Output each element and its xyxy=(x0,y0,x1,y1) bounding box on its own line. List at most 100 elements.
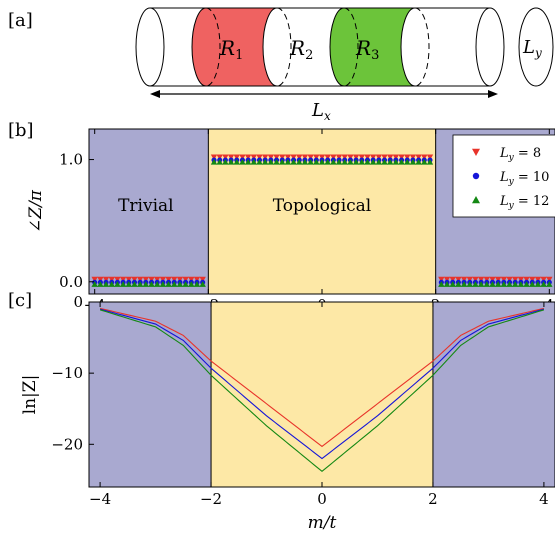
marker-ly8-69 xyxy=(483,276,491,283)
marker-ly12-6 xyxy=(125,281,132,287)
marker-ly12-32 xyxy=(273,158,280,165)
marker-ly8-8 xyxy=(136,276,144,283)
x-tick-label-c-1: −2 xyxy=(200,490,222,508)
marker-ly12-34 xyxy=(284,158,292,165)
marker-ly12-57 xyxy=(415,158,422,165)
marker-ly12-29 xyxy=(256,158,263,165)
region-r1-fill xyxy=(192,8,277,86)
marker-ly12-19 xyxy=(199,281,206,287)
marker-ly12-31 xyxy=(267,158,275,165)
marker-ly12-63 xyxy=(449,281,456,287)
marker-ly8-43 xyxy=(335,154,343,161)
marker-ly8-29 xyxy=(256,154,263,161)
marker-ly12-16 xyxy=(182,281,189,287)
marker-ly8-66 xyxy=(466,276,473,283)
marker-ly12-69 xyxy=(483,281,491,287)
cylinder-left-cap xyxy=(135,7,151,87)
marker-ly8-62 xyxy=(443,276,451,283)
marker-ly8-56 xyxy=(409,154,417,161)
marker-ly8-68 xyxy=(477,276,485,283)
marker-ly8-4 xyxy=(114,276,121,283)
marker-ly12-68 xyxy=(477,281,485,287)
marker-ly12-80 xyxy=(546,281,553,287)
marker-ly12-12 xyxy=(159,281,167,287)
x-tick-label-c-3: 2 xyxy=(428,490,438,508)
region-label-1: Topological xyxy=(273,196,371,216)
legend-label-ly8: Ly = 8 xyxy=(499,146,541,163)
marker-ly8-54 xyxy=(398,154,405,161)
panel-label-c: [c] xyxy=(8,290,32,311)
y-axis-label-b: ∠Z/π xyxy=(26,189,46,233)
region-c-right xyxy=(432,302,555,487)
marker-ly12-58 xyxy=(421,158,428,165)
marker-ly12-25 xyxy=(233,158,240,165)
marker-ly8-24 xyxy=(227,154,235,161)
marker-ly12-0 xyxy=(91,281,98,287)
marker-ly8-77 xyxy=(529,276,536,283)
marker-ly8-1 xyxy=(97,276,104,283)
marker-ly12-4 xyxy=(114,281,121,287)
marker-ly8-17 xyxy=(188,276,195,283)
panel-label-b: [b] xyxy=(8,120,34,141)
marker-ly8-41 xyxy=(324,154,331,161)
marker-ly12-52 xyxy=(386,158,394,165)
y-tick-label-b-1: 1.0 xyxy=(59,151,83,169)
marker-ly12-56 xyxy=(409,158,417,165)
marker-ly8-42 xyxy=(330,154,337,161)
marker-ly12-3 xyxy=(108,281,115,287)
region-label-0: Trivial xyxy=(118,196,174,216)
marker-ly8-2 xyxy=(102,276,110,283)
legend-marker-ly10 xyxy=(472,172,480,180)
marker-ly12-27 xyxy=(244,158,252,165)
marker-ly12-79 xyxy=(540,281,547,287)
marker-ly12-13 xyxy=(165,281,172,287)
region-r3-fill xyxy=(330,8,415,86)
marker-ly8-47 xyxy=(358,154,365,161)
marker-ly8-26 xyxy=(239,154,246,161)
marker-ly8-39 xyxy=(313,154,320,161)
series-ly12-markers xyxy=(91,158,553,287)
marker-ly8-48 xyxy=(364,154,371,161)
marker-ly8-34 xyxy=(284,154,292,161)
marker-ly8-37 xyxy=(301,154,309,161)
marker-ly8-27 xyxy=(244,154,252,161)
ly-cross-section xyxy=(518,7,554,87)
marker-ly12-38 xyxy=(307,158,314,165)
marker-ly8-79 xyxy=(540,276,547,283)
marker-ly8-57 xyxy=(415,154,422,161)
legend-marker-ly12 xyxy=(472,196,480,204)
marker-ly12-8 xyxy=(136,281,144,287)
marker-ly12-66 xyxy=(466,281,473,287)
marker-ly8-51 xyxy=(381,154,388,161)
y-tick-label-c-0: 0 xyxy=(73,293,83,311)
marker-ly8-6 xyxy=(125,276,132,283)
marker-ly12-76 xyxy=(523,281,530,287)
curve-ly10 xyxy=(99,308,545,460)
marker-ly8-5 xyxy=(119,276,127,283)
marker-ly8-65 xyxy=(460,276,468,283)
marker-ly8-36 xyxy=(296,154,303,161)
marker-ly8-38 xyxy=(307,154,314,161)
marker-ly8-10 xyxy=(148,276,155,283)
marker-ly12-55 xyxy=(404,158,411,165)
marker-ly12-77 xyxy=(529,281,536,287)
marker-ly12-36 xyxy=(296,158,303,165)
x-tick-label-c-0: −4 xyxy=(89,490,111,508)
marker-ly8-14 xyxy=(171,276,178,283)
x-axis-label-c: m/t xyxy=(308,513,337,533)
marker-ly8-16 xyxy=(182,276,189,283)
marker-ly12-62 xyxy=(443,281,451,287)
slice-separators xyxy=(191,7,505,87)
marker-ly8-75 xyxy=(517,276,525,283)
marker-ly8-30 xyxy=(261,154,269,161)
marker-ly12-28 xyxy=(250,158,258,165)
marker-ly8-21 xyxy=(210,154,218,161)
marker-ly12-22 xyxy=(216,158,223,165)
marker-ly12-15 xyxy=(176,281,184,287)
marker-ly8-23 xyxy=(222,154,229,161)
lx-label: Lx xyxy=(311,100,331,123)
marker-ly12-73 xyxy=(506,281,513,287)
marker-ly12-35 xyxy=(290,158,297,165)
